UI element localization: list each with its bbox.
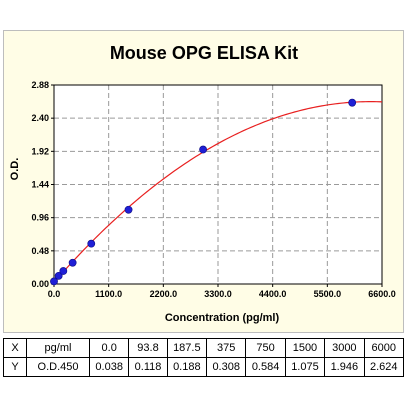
table-cell: 0.188 (166, 357, 208, 377)
table-cell: 0.038 (88, 357, 130, 377)
fit-curve (53, 101, 383, 283)
tick-labels: 0.0 1100.0 2200.0 3300.0 4400.0 5500.0 6600.0 0… (31, 80, 395, 299)
table-cell: 187.5 (166, 338, 208, 358)
data-point (87, 239, 96, 248)
x-tick-label: 5500.0 (314, 289, 342, 299)
data-point (54, 271, 63, 280)
y-tick-label: 0.96 (31, 213, 49, 223)
table-cell: 375 (206, 338, 247, 358)
chart-title: Mouse OPG ELISA Kit (110, 43, 298, 63)
grid-lines (54, 85, 382, 284)
x-tick-label: 2200.0 (150, 289, 178, 299)
table-cell: 1.946 (324, 357, 365, 377)
table-cell: 0.584 (245, 357, 286, 377)
x-tick-label: 3300.0 (204, 289, 232, 299)
table-cell: 2.624 (363, 357, 405, 377)
data-point (124, 205, 133, 214)
x-tick-label: 4400.0 (259, 289, 287, 299)
table-cell: 1.075 (284, 357, 326, 377)
x-tick-label: 1100.0 (95, 289, 122, 299)
data-point (50, 277, 58, 286)
table-row: Y O.D.450 0.038 0.118 0.188 0.308 0.584 1.075 1.… (3, 357, 405, 377)
x-axis-label: Concentration (pg/ml) (165, 312, 280, 324)
data-point (59, 267, 68, 275)
y-tick-label: 0.00 (31, 279, 49, 289)
y-axis-label: O.D. (9, 158, 21, 181)
y-tick-label: 0.48 (31, 246, 49, 256)
table-cell: 0.0 (88, 338, 130, 358)
plot-border (53, 84, 383, 285)
table-cell: 6000 (363, 338, 405, 358)
x-tick-label: 6600.0 (368, 289, 396, 299)
x-tick-label: 0.0 (48, 289, 61, 299)
fit-curve-layer (53, 101, 383, 283)
table-cell: 93.8 (128, 338, 168, 358)
y-tick-label: 1.44 (31, 180, 49, 190)
table-cell: 1500 (284, 338, 326, 358)
table-cell: 0.308 (206, 357, 247, 377)
table-cell: 750 (245, 338, 286, 358)
data-point (348, 98, 357, 107)
y-tick-label: 2.88 (31, 80, 49, 90)
data-points (50, 98, 357, 286)
row-unit: O.D.450 (26, 357, 90, 377)
data-point (68, 258, 77, 267)
table-cell: 0.118 (128, 357, 168, 377)
chart: Mouse OPG ELISA Kit 0.0 1100.0 2200.0 3300.… (9, 43, 396, 324)
data-point (199, 145, 207, 154)
row-unit: pg/ml (26, 338, 90, 358)
y-tick-label: 2.40 (31, 113, 49, 123)
y-tick-label: 1.92 (31, 146, 49, 156)
table-cell: 3000 (324, 338, 365, 358)
row-label: Y (3, 357, 27, 377)
row-label: X (3, 338, 27, 358)
